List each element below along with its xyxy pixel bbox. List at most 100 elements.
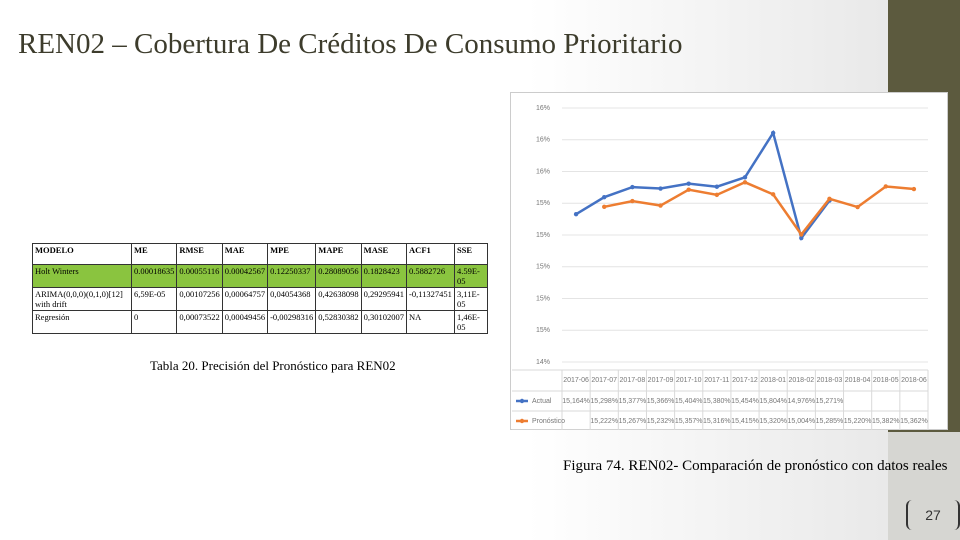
table-cell: 0.28089056	[315, 264, 362, 288]
data-label: 15,454%	[731, 398, 759, 405]
table-cell: 0,00073522	[176, 310, 223, 334]
data-label: 15,267%	[619, 418, 647, 425]
series-line	[575, 129, 831, 241]
point	[630, 198, 635, 204]
data-label: 15,366%	[647, 398, 675, 405]
point	[714, 192, 720, 198]
legend-label: Pronóstico	[532, 418, 565, 425]
legend-label: Actual	[532, 398, 552, 405]
table-row: Regresión 0 0,00073522 0,00049456 -0,0029831…	[32, 310, 489, 334]
x-tick-label: 2018-05	[873, 377, 899, 384]
table-cell: Regresión	[32, 310, 132, 334]
data-label: 15,220%	[844, 418, 872, 425]
data-label: 15,320%	[759, 418, 787, 425]
data-label: 15,285%	[816, 418, 844, 425]
data-label: 15,382%	[872, 418, 900, 425]
point	[686, 187, 691, 192]
point	[658, 186, 663, 191]
table-cell: MPE	[267, 243, 317, 265]
accuracy-table: MODELO ME RMSE MAE MPE MAPE MASE ACF1 SSE Holt Wi…	[32, 243, 489, 334]
table-cell: 3,11E-05	[453, 287, 489, 311]
data-label: 14,976%	[787, 398, 815, 405]
y-tick-label: 15%	[536, 200, 550, 207]
data-label: 15,380%	[703, 398, 731, 405]
table-row: ARIMA(0,0,0)(0,1,0)[12] with drift 6,59E-…	[32, 287, 489, 311]
y-tick-label: 15%	[536, 295, 550, 302]
table-cell: MASE	[360, 243, 408, 265]
x-tick-label: 2017-09	[648, 377, 674, 384]
table-cell: MODELO	[32, 243, 132, 265]
data-label: 15,222%	[590, 418, 618, 425]
data-label: 15,415%	[731, 418, 759, 425]
table-cell: -0,11327451	[406, 287, 455, 311]
y-tick-label: 14%	[536, 359, 550, 366]
table-cell: 0.1828423	[360, 264, 408, 288]
table-cell: 6,59E-05	[130, 287, 178, 311]
y-tick-label: 16%	[536, 105, 550, 112]
data-label: 15,362%	[900, 418, 928, 425]
x-tick-label: 2018-06	[901, 377, 927, 384]
x-tick-label: 2017-06	[563, 377, 589, 384]
x-tick-label: 2018-01	[760, 377, 786, 384]
point	[911, 186, 917, 192]
data-label: 15,298%	[590, 398, 618, 405]
table-cell: -0,00298316	[267, 310, 317, 334]
table-caption: Tabla 20. Precisión del Pronóstico para …	[150, 358, 396, 373]
table-cell: Holt Winters	[32, 264, 132, 288]
table-cell: 0.00018635	[130, 264, 178, 288]
point	[714, 184, 720, 189]
point	[770, 130, 776, 136]
x-tick-label: 2018-03	[817, 377, 843, 384]
table-cell: MAPE	[315, 243, 362, 265]
x-tick-label: 2018-02	[788, 377, 814, 384]
point	[686, 181, 691, 186]
point	[742, 180, 748, 185]
chart-frame	[510, 92, 948, 430]
table-cell: 0,00064757	[221, 287, 269, 311]
table-cell: NA	[406, 310, 455, 334]
data-label: 15,004%	[787, 418, 815, 425]
table-cell: 0,00107256	[176, 287, 223, 311]
figure-caption: Figura 74. REN02- Comparación de pronóst…	[563, 458, 948, 474]
table-row: Holt Winters 0.00018635 0.00055116 0.000425…	[32, 264, 489, 288]
chart: 14%15%15%15%15%15%16%16%16%2017-06 2017-0…	[510, 92, 948, 430]
data-label: 15,316%	[703, 418, 731, 425]
legend-swatch	[519, 418, 525, 424]
table-cell: 1,46E-05	[453, 310, 489, 334]
data-label: 15,164%	[562, 398, 590, 405]
table-cell: 0,29295941	[360, 287, 408, 311]
table-cell: 0,00049456	[221, 310, 269, 334]
point	[573, 211, 579, 217]
x-tick-label: 2018-04	[845, 377, 871, 384]
legend-swatch	[519, 398, 525, 404]
y-tick-label: 15%	[536, 232, 550, 239]
table-cell: 0,42638098	[315, 287, 362, 311]
x-tick-label: 2017-08	[620, 377, 646, 384]
data-label: 15,357%	[675, 418, 703, 425]
table-cell: 0.12250337	[267, 264, 317, 288]
point	[827, 196, 832, 202]
x-tick-label: 2017-07	[591, 377, 617, 384]
table-row: MODELO ME RMSE MAE MPE MAPE MASE ACF1 SSE	[32, 243, 489, 265]
table-cell: MAE	[221, 243, 269, 265]
table-cell: ARIMA(0,0,0)(0,1,0)[12] with drift	[32, 287, 132, 311]
table-cell: 0,30102007	[360, 310, 408, 334]
table-cell: ACF1	[406, 243, 455, 265]
point	[602, 204, 607, 210]
point	[602, 194, 607, 200]
table-cell: 0,04054368	[267, 287, 317, 311]
footer-box	[888, 432, 960, 540]
table-cell: RMSE	[176, 243, 223, 265]
data-label: 15,377%	[619, 398, 647, 405]
series-line	[603, 180, 915, 237]
point	[742, 175, 748, 180]
data-label: 15,804%	[759, 398, 787, 405]
table-cell: 0.5882726	[406, 264, 455, 288]
point	[630, 184, 635, 190]
y-tick-label: 15%	[536, 327, 550, 334]
x-tick-label: 2017-11	[704, 377, 729, 384]
table-cell: SSE	[453, 243, 489, 265]
table-cell: 0.00042567	[221, 264, 269, 288]
table-cell: 4.59E-05	[453, 264, 489, 288]
